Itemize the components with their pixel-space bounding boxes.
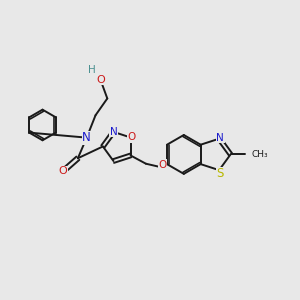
Text: N: N [216, 133, 224, 142]
Text: S: S [217, 167, 224, 180]
Text: O: O [59, 166, 68, 176]
Text: O: O [159, 160, 167, 170]
Text: CH₃: CH₃ [252, 150, 268, 159]
Text: N: N [110, 127, 117, 137]
Text: H: H [88, 65, 96, 76]
Text: O: O [127, 133, 135, 142]
Text: O: O [96, 75, 105, 85]
Text: N: N [82, 131, 91, 144]
